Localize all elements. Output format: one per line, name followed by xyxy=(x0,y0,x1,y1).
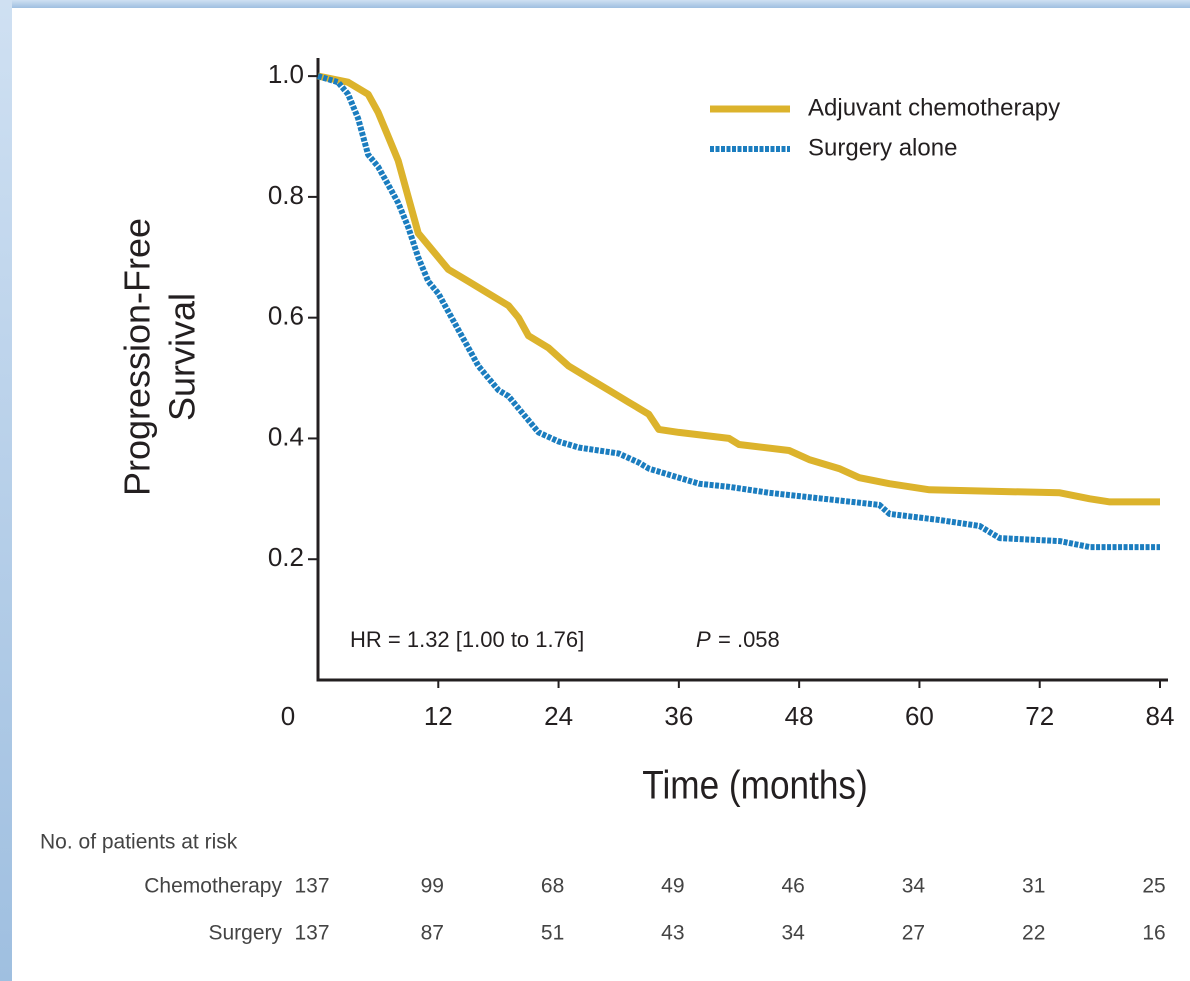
risk-count: 46 xyxy=(781,875,804,898)
y-tick-label: 0.6 xyxy=(268,301,304,331)
risk-count: 49 xyxy=(661,875,684,898)
y-tick-label: 0.4 xyxy=(268,421,304,451)
survival-curve xyxy=(317,72,1160,506)
legend-label: Surgery alone xyxy=(808,134,957,161)
risk-count: 22 xyxy=(1022,922,1045,945)
y-tick-label: 0.2 xyxy=(268,542,304,572)
x-tick-label: 0 xyxy=(281,701,295,731)
y-axis-title: Survival xyxy=(162,293,203,421)
risk-count: 137 xyxy=(294,922,329,945)
risk-count: 99 xyxy=(421,875,444,898)
annotation: = .058 xyxy=(718,627,780,652)
risk-count: 43 xyxy=(661,922,684,945)
x-axis-title: Time (months) xyxy=(642,762,867,807)
risk-count: 87 xyxy=(421,922,444,945)
risk-count: 68 xyxy=(541,875,564,898)
x-tick-label: 12 xyxy=(424,701,453,731)
y-axis-title: Progression-Free xyxy=(117,218,158,496)
x-tick-label: 24 xyxy=(544,701,573,731)
annotation: HR = 1.32 [1.00 to 1.76] xyxy=(350,627,584,652)
risk-count: 25 xyxy=(1142,875,1165,898)
risk-table-title: No. of patients at risk xyxy=(40,831,238,854)
survival-curve xyxy=(317,73,1160,551)
risk-row-label: Chemotherapy xyxy=(144,875,282,898)
risk-count: 34 xyxy=(902,875,926,898)
risk-count: 31 xyxy=(1022,875,1045,898)
risk-row-label: Surgery xyxy=(208,922,282,945)
frame-left xyxy=(0,0,12,981)
x-tick-label: 60 xyxy=(905,701,934,731)
risk-count: 27 xyxy=(902,922,925,945)
y-tick-label: 0.8 xyxy=(268,180,304,210)
risk-count: 34 xyxy=(781,922,805,945)
frame-top xyxy=(0,0,1190,8)
x-tick-label: 72 xyxy=(1025,701,1054,731)
risk-count: 16 xyxy=(1142,922,1165,945)
risk-count: 137 xyxy=(294,875,329,898)
annotation: P xyxy=(696,627,711,652)
x-tick-label: 84 xyxy=(1146,701,1175,731)
x-tick-label: 36 xyxy=(664,701,693,731)
legend-label: Adjuvant chemotherapy xyxy=(808,94,1060,121)
y-tick-label: 1.0 xyxy=(268,59,304,89)
risk-count: 51 xyxy=(541,922,564,945)
x-tick-label: 48 xyxy=(785,701,814,731)
